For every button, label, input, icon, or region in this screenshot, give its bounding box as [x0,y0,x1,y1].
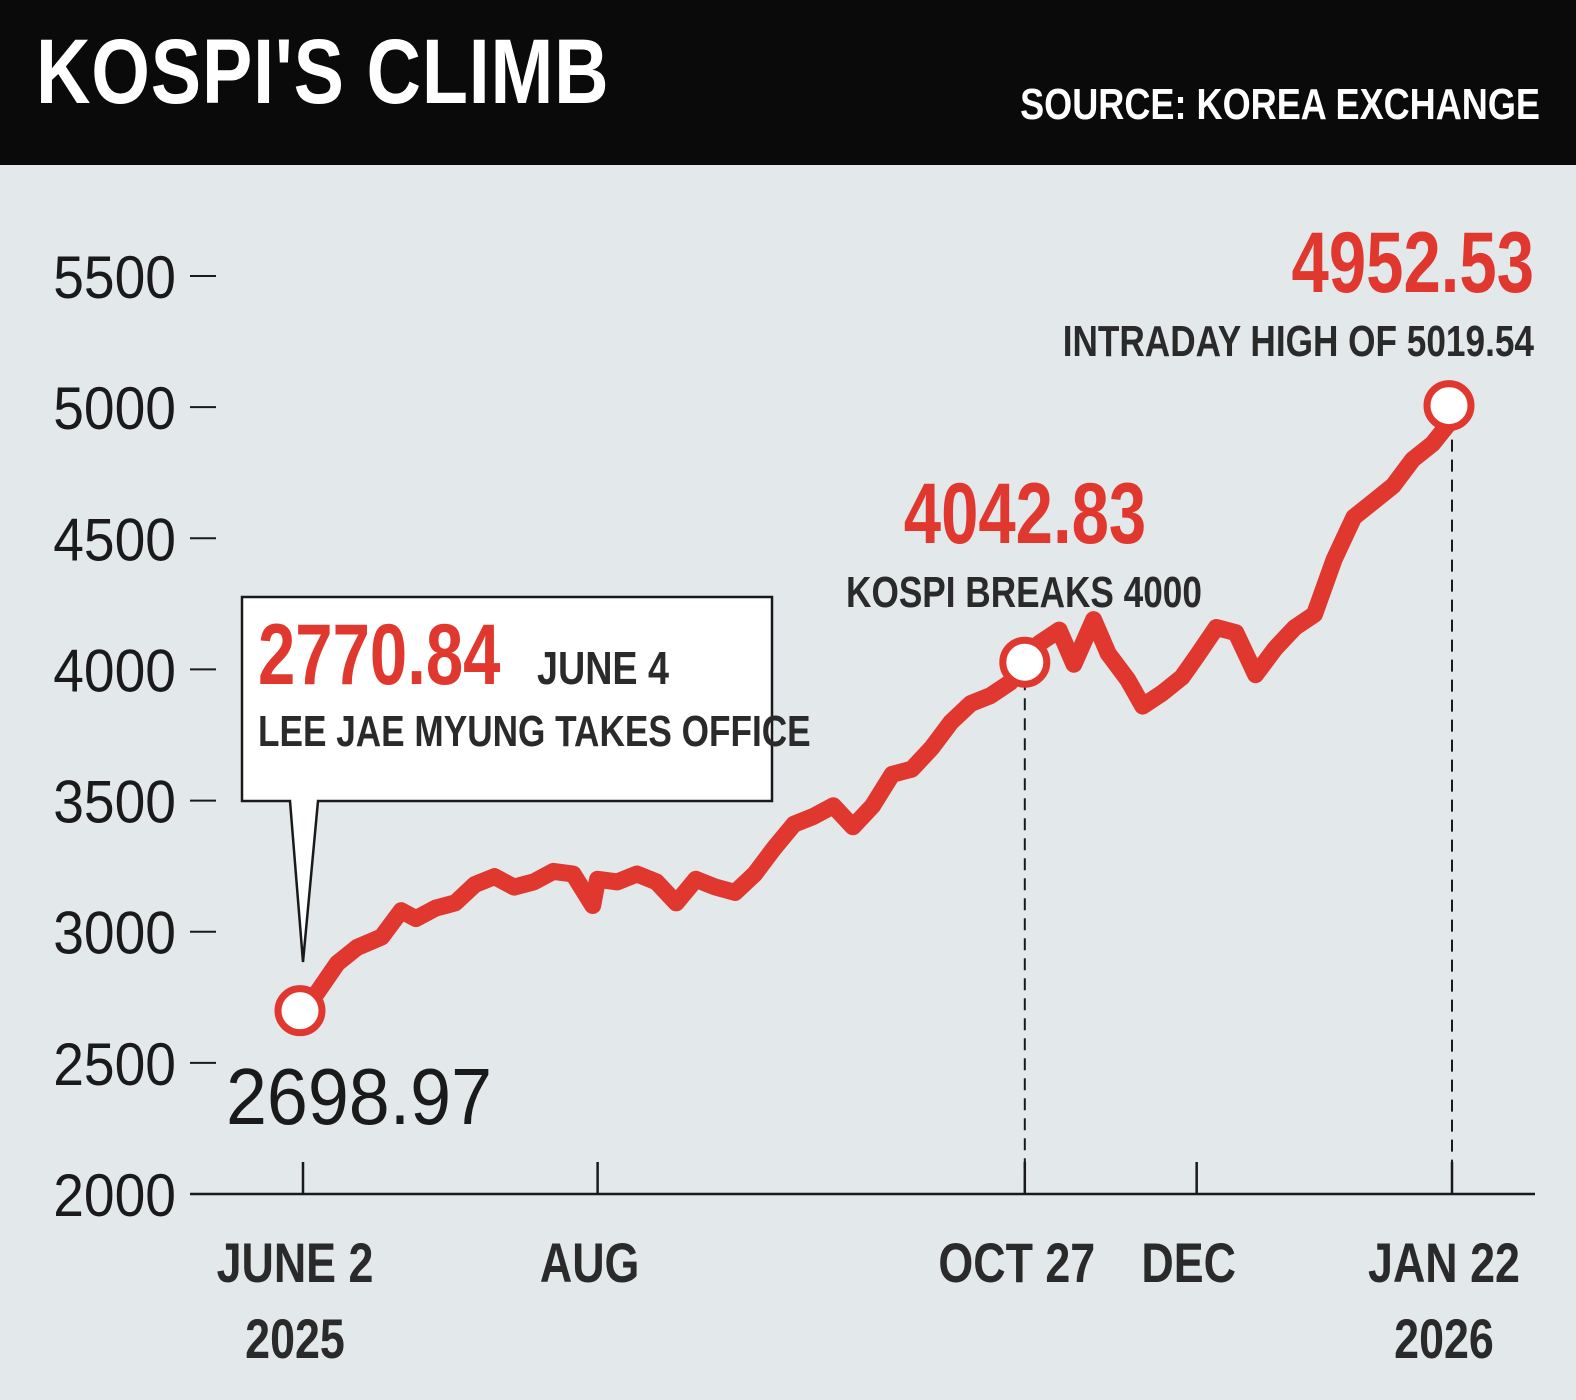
x-tick-label: JUNE 2 [217,1231,374,1294]
header-bar: KOSPI'S CLIMB SOURCE: KOREA EXCHANGE [0,0,1576,165]
source-credit: SOURCE: KOREA EXCHANGE [1020,80,1540,129]
kospi-series-line [294,411,1461,1020]
y-tick-label: 4000 [53,638,176,705]
jan22-value-label: 4952.53 [1292,215,1534,311]
x-tick-label: AUG [540,1231,640,1294]
y-tick-label: 2000 [53,1163,176,1230]
annotation-date: JUNE 4 [537,642,670,693]
y-tick-label: 5000 [53,376,176,443]
start-value-label: 2698.97 [226,1052,492,1142]
callout-pointer [240,595,774,963]
chart-title: KOSPI'S CLIMB [36,21,610,123]
x-tick-sublabel: 2026 [1394,1307,1494,1370]
annotation-value: 2770.84 [258,607,501,703]
start-marker [274,985,326,1037]
y-tick-label: 2500 [53,1032,176,1099]
y-tick-label: 4500 [53,507,176,574]
x-tick-sublabel: 2025 [245,1307,345,1370]
oct27-value-label: 4042.83 [904,466,1146,562]
y-tick-label: 3500 [53,769,176,836]
y-tick-label: 5500 [53,245,176,312]
x-tick-label: OCT 27 [938,1231,1095,1294]
series-layer [294,411,1461,1020]
jan22-marker [1423,380,1475,432]
x-tick-label: JAN 22 [1368,1231,1520,1294]
callout-box-june-4: 2770.84 JUNE 4 LEE JAE MYUNG TAKES OFFICE [240,595,811,963]
oct27-marker [999,636,1051,688]
oct27-text-label: KOSPI BREAKS 4000 [846,568,1202,617]
y-axis: 5500 5000 4500 4000 3500 3000 2500 2000 [53,245,216,1230]
y-tick-label: 3000 [53,901,176,968]
x-tick-label: DEC [1141,1231,1236,1294]
x-axis: JUNE 2 2025 AUG OCT 27 DEC JAN 22 2026 [190,1162,1535,1370]
guide-lines [1023,439,1453,1194]
annotation-text: LEE JAE MYUNG TAKES OFFICE [258,707,811,756]
jan22-text-label: INTRADAY HIGH OF 5019.54 [1063,317,1534,366]
